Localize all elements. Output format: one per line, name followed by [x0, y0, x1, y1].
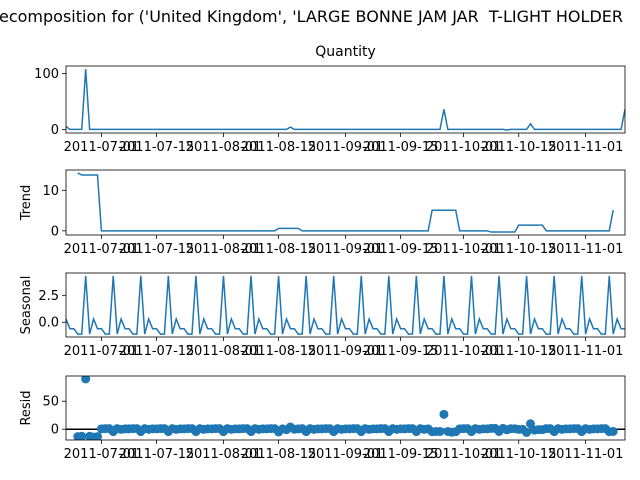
x-tick-label: 2011-09-01: [308, 447, 384, 462]
point: [92, 432, 102, 440]
x-tick-label: 2011-07-15: [119, 242, 195, 257]
y-tick-label: 50: [42, 395, 59, 410]
point: [439, 409, 449, 419]
x-tick-label: 2011-08-01: [186, 140, 262, 155]
axes-frame: [65, 272, 626, 338]
x-tick-label: 2011-07-01: [64, 242, 140, 257]
point: [522, 427, 532, 437]
x-tick-label: 2011-08-01: [186, 344, 262, 359]
axes-frame: [65, 169, 626, 236]
x-tick-label: 2011-10-15: [481, 344, 557, 359]
y-tick-label: 0: [51, 423, 59, 438]
x-tick-label: 2011-07-15: [119, 344, 195, 359]
x-tick-label: 2011-07-15: [119, 140, 195, 155]
panel-title: Quantity: [315, 44, 376, 60]
y-tick-label: 2.5: [38, 289, 59, 304]
x-tick-label: 2011-10-01: [426, 344, 502, 359]
x-tick-label: 2011-11-01: [548, 344, 624, 359]
x-tick-label: 2011-09-15: [363, 140, 439, 155]
point: [81, 376, 91, 384]
x-tick-label: 2011-08-15: [241, 344, 317, 359]
x-tick-label: 2011-10-15: [481, 447, 557, 462]
x-tick-label: 2011-07-01: [64, 447, 140, 462]
y-tick-label: 0: [51, 224, 59, 239]
line: [77, 172, 614, 233]
x-tick-label: 2011-10-15: [481, 140, 557, 155]
y-axis-label: Seasonal: [19, 276, 34, 335]
y-tick-label: 0: [51, 123, 59, 138]
x-tick-label: 2011-10-01: [426, 242, 502, 257]
chart-title: ecomposition for ('United Kingdom', 'LAR…: [0, 7, 623, 26]
x-tick-label: 2011-07-01: [64, 344, 140, 359]
x-tick-label: 2011-11-01: [548, 140, 624, 155]
x-tick-label: 2011-08-01: [186, 242, 262, 257]
x-tick-label: 2011-10-15: [481, 242, 557, 257]
x-tick-label: 2011-09-15: [363, 447, 439, 462]
point: [77, 431, 87, 440]
y-axis-label: Trend: [19, 185, 34, 222]
point: [435, 426, 445, 436]
x-tick-label: 2011-09-15: [363, 344, 439, 359]
axes-frame: [65, 375, 626, 441]
y-tick-label: 100: [34, 67, 59, 82]
point: [608, 426, 618, 436]
x-tick-label: 2011-09-15: [363, 242, 439, 257]
x-tick-label: 2011-10-01: [426, 447, 502, 462]
y-axis-label: Resid: [19, 390, 34, 425]
x-tick-label: 2011-11-01: [548, 242, 624, 257]
axes-frame: [65, 65, 626, 134]
x-tick-label: 2011-07-01: [64, 140, 140, 155]
line: [66, 69, 625, 131]
x-tick-label: 2011-07-15: [119, 447, 195, 462]
line: [66, 275, 625, 335]
x-tick-label: 2011-08-15: [241, 447, 317, 462]
x-tick-label: 2011-09-01: [308, 344, 384, 359]
x-tick-label: 2011-08-15: [241, 242, 317, 257]
x-tick-label: 2011-09-01: [308, 140, 384, 155]
x-tick-label: 2011-10-01: [426, 140, 502, 155]
y-tick-label: 10: [42, 184, 59, 199]
x-tick-label: 2011-08-15: [241, 140, 317, 155]
x-tick-label: 2011-08-01: [186, 447, 262, 462]
y-tick-label: 0.0: [38, 316, 59, 331]
x-tick-label: 2011-11-01: [548, 447, 624, 462]
x-tick-label: 2011-09-01: [308, 242, 384, 257]
